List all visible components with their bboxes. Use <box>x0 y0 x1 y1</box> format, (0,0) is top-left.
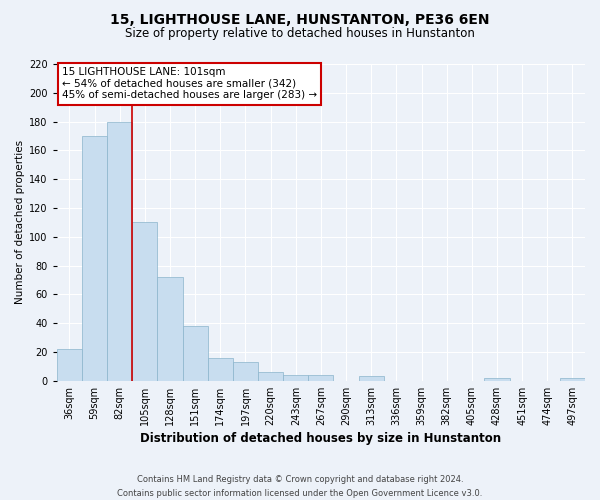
Bar <box>308 375 334 381</box>
Bar <box>182 326 208 381</box>
Bar <box>283 375 308 381</box>
Bar <box>484 378 509 381</box>
Bar <box>258 372 283 381</box>
Text: 15 LIGHTHOUSE LANE: 101sqm
← 54% of detached houses are smaller (342)
45% of sem: 15 LIGHTHOUSE LANE: 101sqm ← 54% of deta… <box>62 67 317 100</box>
X-axis label: Distribution of detached houses by size in Hunstanton: Distribution of detached houses by size … <box>140 432 502 445</box>
Text: Contains HM Land Registry data © Crown copyright and database right 2024.
Contai: Contains HM Land Registry data © Crown c… <box>118 476 482 498</box>
Bar <box>157 277 182 381</box>
Y-axis label: Number of detached properties: Number of detached properties <box>15 140 25 304</box>
Text: 15, LIGHTHOUSE LANE, HUNSTANTON, PE36 6EN: 15, LIGHTHOUSE LANE, HUNSTANTON, PE36 6E… <box>110 12 490 26</box>
Bar <box>132 222 157 381</box>
Bar <box>560 378 585 381</box>
Bar <box>107 122 132 381</box>
Bar <box>208 358 233 381</box>
Bar <box>233 362 258 381</box>
Bar <box>359 376 384 381</box>
Bar <box>82 136 107 381</box>
Text: Size of property relative to detached houses in Hunstanton: Size of property relative to detached ho… <box>125 28 475 40</box>
Bar <box>57 349 82 381</box>
